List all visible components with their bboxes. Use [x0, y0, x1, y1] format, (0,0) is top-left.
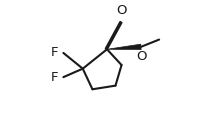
Polygon shape — [107, 44, 141, 50]
Text: F: F — [51, 46, 58, 59]
Text: O: O — [116, 4, 127, 17]
Text: O: O — [136, 51, 147, 63]
Text: F: F — [51, 71, 58, 84]
